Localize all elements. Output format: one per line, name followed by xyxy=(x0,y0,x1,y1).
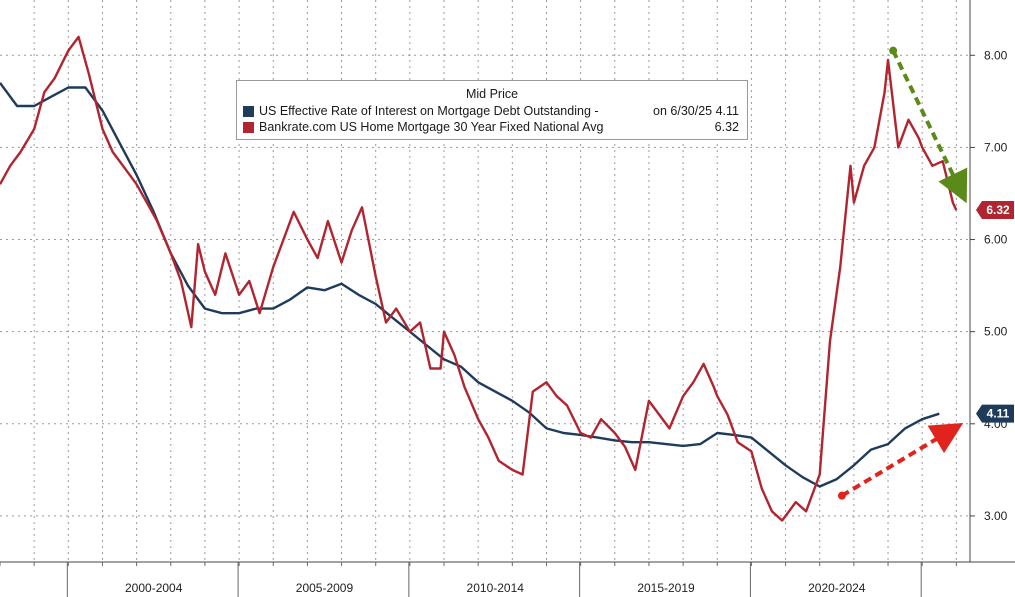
x-period-label: 2010-2014 xyxy=(467,581,525,595)
x-period-label: 2005-2009 xyxy=(296,581,354,595)
annotations xyxy=(837,46,968,500)
y-tick-label: 7.00 xyxy=(984,140,1008,154)
legend-note-effective-rate: on 6/30/25 xyxy=(653,104,713,118)
legend-last-bankrate: 6.32 xyxy=(714,120,739,134)
y-tick-label: 3.00 xyxy=(984,509,1008,523)
legend-title: Mid Price xyxy=(465,87,519,101)
legend-label-effective-rate: US Effective Rate of Interest on Mortgag… xyxy=(259,104,599,118)
legend-label-bankrate: Bankrate.com US Home Mortgage 30 Year Fi… xyxy=(259,120,604,134)
y-tick-label: 8.00 xyxy=(984,48,1008,62)
red-arrow-origin xyxy=(837,491,846,500)
value-tag: 4.11 xyxy=(976,404,1014,423)
legend-value-effective-rate: on 6/30/25 4.11 xyxy=(653,103,739,119)
value-tag-label: 6.32 xyxy=(986,203,1010,217)
y-tick-label: 6.00 xyxy=(984,233,1008,247)
series-line-bankrate xyxy=(0,35,958,522)
legend-last-effective-rate: 4.11 xyxy=(715,104,739,118)
x-period-label: 2015-2019 xyxy=(637,581,695,595)
legend-swatch-effective-rate xyxy=(243,106,254,117)
legend: Mid Price US Effective Rate of Interest … xyxy=(236,80,748,140)
legend-swatch-bankrate xyxy=(243,122,254,133)
legend-row-effective-rate: US Effective Rate of Interest on Mortgag… xyxy=(237,103,747,119)
green-arrow-origin xyxy=(889,46,898,55)
red-up-arrow xyxy=(840,422,964,498)
x-period-label: 2020-2024 xyxy=(808,581,866,595)
value-tag: 6.32 xyxy=(976,201,1014,220)
legend-row-bankrate: Bankrate.com US Home Mortgage 30 Year Fi… xyxy=(237,119,747,135)
y-tick-label: 5.00 xyxy=(984,325,1008,339)
green-down-arrow xyxy=(891,49,968,204)
value-tag-box xyxy=(976,201,1014,220)
series-line-effective-rate xyxy=(0,82,940,488)
value-tag-label: 4.11 xyxy=(987,407,1010,421)
value-tag-box xyxy=(976,404,1014,423)
series-lines xyxy=(0,35,958,522)
x-period-label: 2000-2004 xyxy=(125,581,183,595)
